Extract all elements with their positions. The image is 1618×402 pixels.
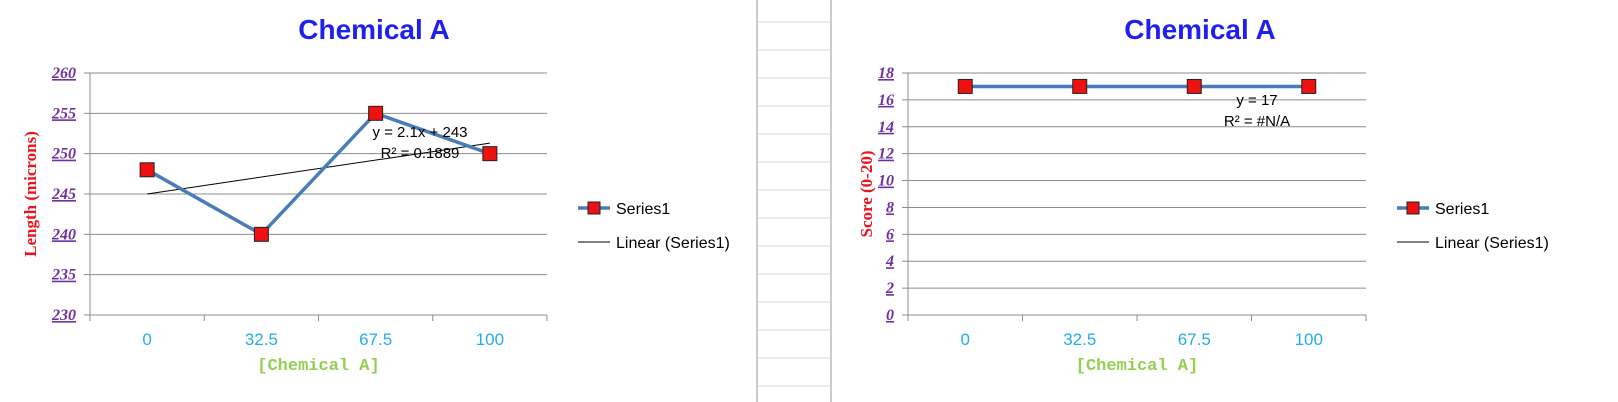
trendline (147, 142, 490, 195)
x-axis-label: [Chemical A] (1076, 357, 1198, 376)
x-tick-label: 32.5 (245, 330, 278, 349)
x-tick-label: 67.5 (1178, 330, 1211, 349)
legend-series-swatch-marker (1406, 201, 1420, 215)
y-tick-label: 8 (886, 199, 894, 216)
legend-entry-trend: Linear (Series1) (1435, 235, 1549, 252)
legend-entry-trend: Linear (Series1) (616, 235, 730, 252)
y-tick-label: 230 (51, 307, 76, 324)
y-tick-label: 4 (885, 253, 894, 270)
y-tick-label: 250 (51, 146, 76, 163)
data-point-marker (1186, 78, 1202, 94)
data-point-marker (957, 78, 973, 94)
y-tick-label: 2 (885, 280, 894, 297)
legend-entry-series: Series1 (1435, 201, 1489, 218)
x-tick-label: 0 (961, 330, 970, 349)
y-axis-label: Length (microns) (21, 131, 40, 257)
y-tick-label: 16 (878, 92, 894, 109)
legend-entry-series: Series1 (616, 201, 670, 218)
y-tick-label: 260 (51, 65, 76, 82)
trendline-r-squared: R² = 0.1889 (381, 145, 460, 162)
y-tick-label: 255 (51, 105, 76, 122)
x-tick-label: 67.5 (359, 330, 392, 349)
y-tick-label: 245 (51, 186, 76, 203)
y-tick-label: 240 (51, 226, 76, 243)
data-point-marker (482, 146, 498, 162)
x-tick-label: 32.5 (1063, 330, 1096, 349)
legend-series-swatch-marker (587, 201, 601, 215)
data-point-marker (253, 226, 269, 242)
chart-score: Chemical A 0 2 4 6 8 10 12 14 16 18 0 32.5 67.5 100 [Ch… (857, 14, 1549, 376)
y-tick-label: 18 (878, 65, 894, 82)
data-point-marker (139, 162, 155, 178)
y-axis-label: Score (0-20) (857, 150, 876, 237)
y-tick-label: 12 (878, 146, 894, 163)
x-axis-label: [Chemical A] (257, 357, 379, 376)
y-tick-label: 6 (886, 226, 894, 243)
trendline-r-squared: R² = #N/A (1224, 113, 1290, 130)
y-tick-label: 10 (878, 173, 894, 190)
x-tick-label: 0 (142, 330, 151, 349)
chart-length: Chemical A 230 235 240 245 250 255 260 0 32.5 67.5… (21, 14, 730, 376)
spreadsheet-column-strip (756, 0, 832, 402)
trendline-equation: y = 2.1x + 243 (372, 124, 467, 141)
x-tick-label: 100 (476, 330, 504, 349)
chart-title: Chemical A (298, 14, 449, 45)
data-point-marker (1072, 78, 1088, 94)
data-point-marker (1301, 78, 1317, 94)
x-tick-label: 100 (1295, 330, 1323, 349)
data-point-marker (368, 105, 384, 121)
y-tick-label: 14 (878, 119, 894, 136)
trendline-equation: y = 17 (1236, 92, 1277, 109)
y-tick-label: 0 (886, 307, 894, 324)
chart-title: Chemical A (1124, 14, 1275, 45)
series-line (146, 111, 491, 237)
y-tick-label: 235 (51, 267, 76, 284)
